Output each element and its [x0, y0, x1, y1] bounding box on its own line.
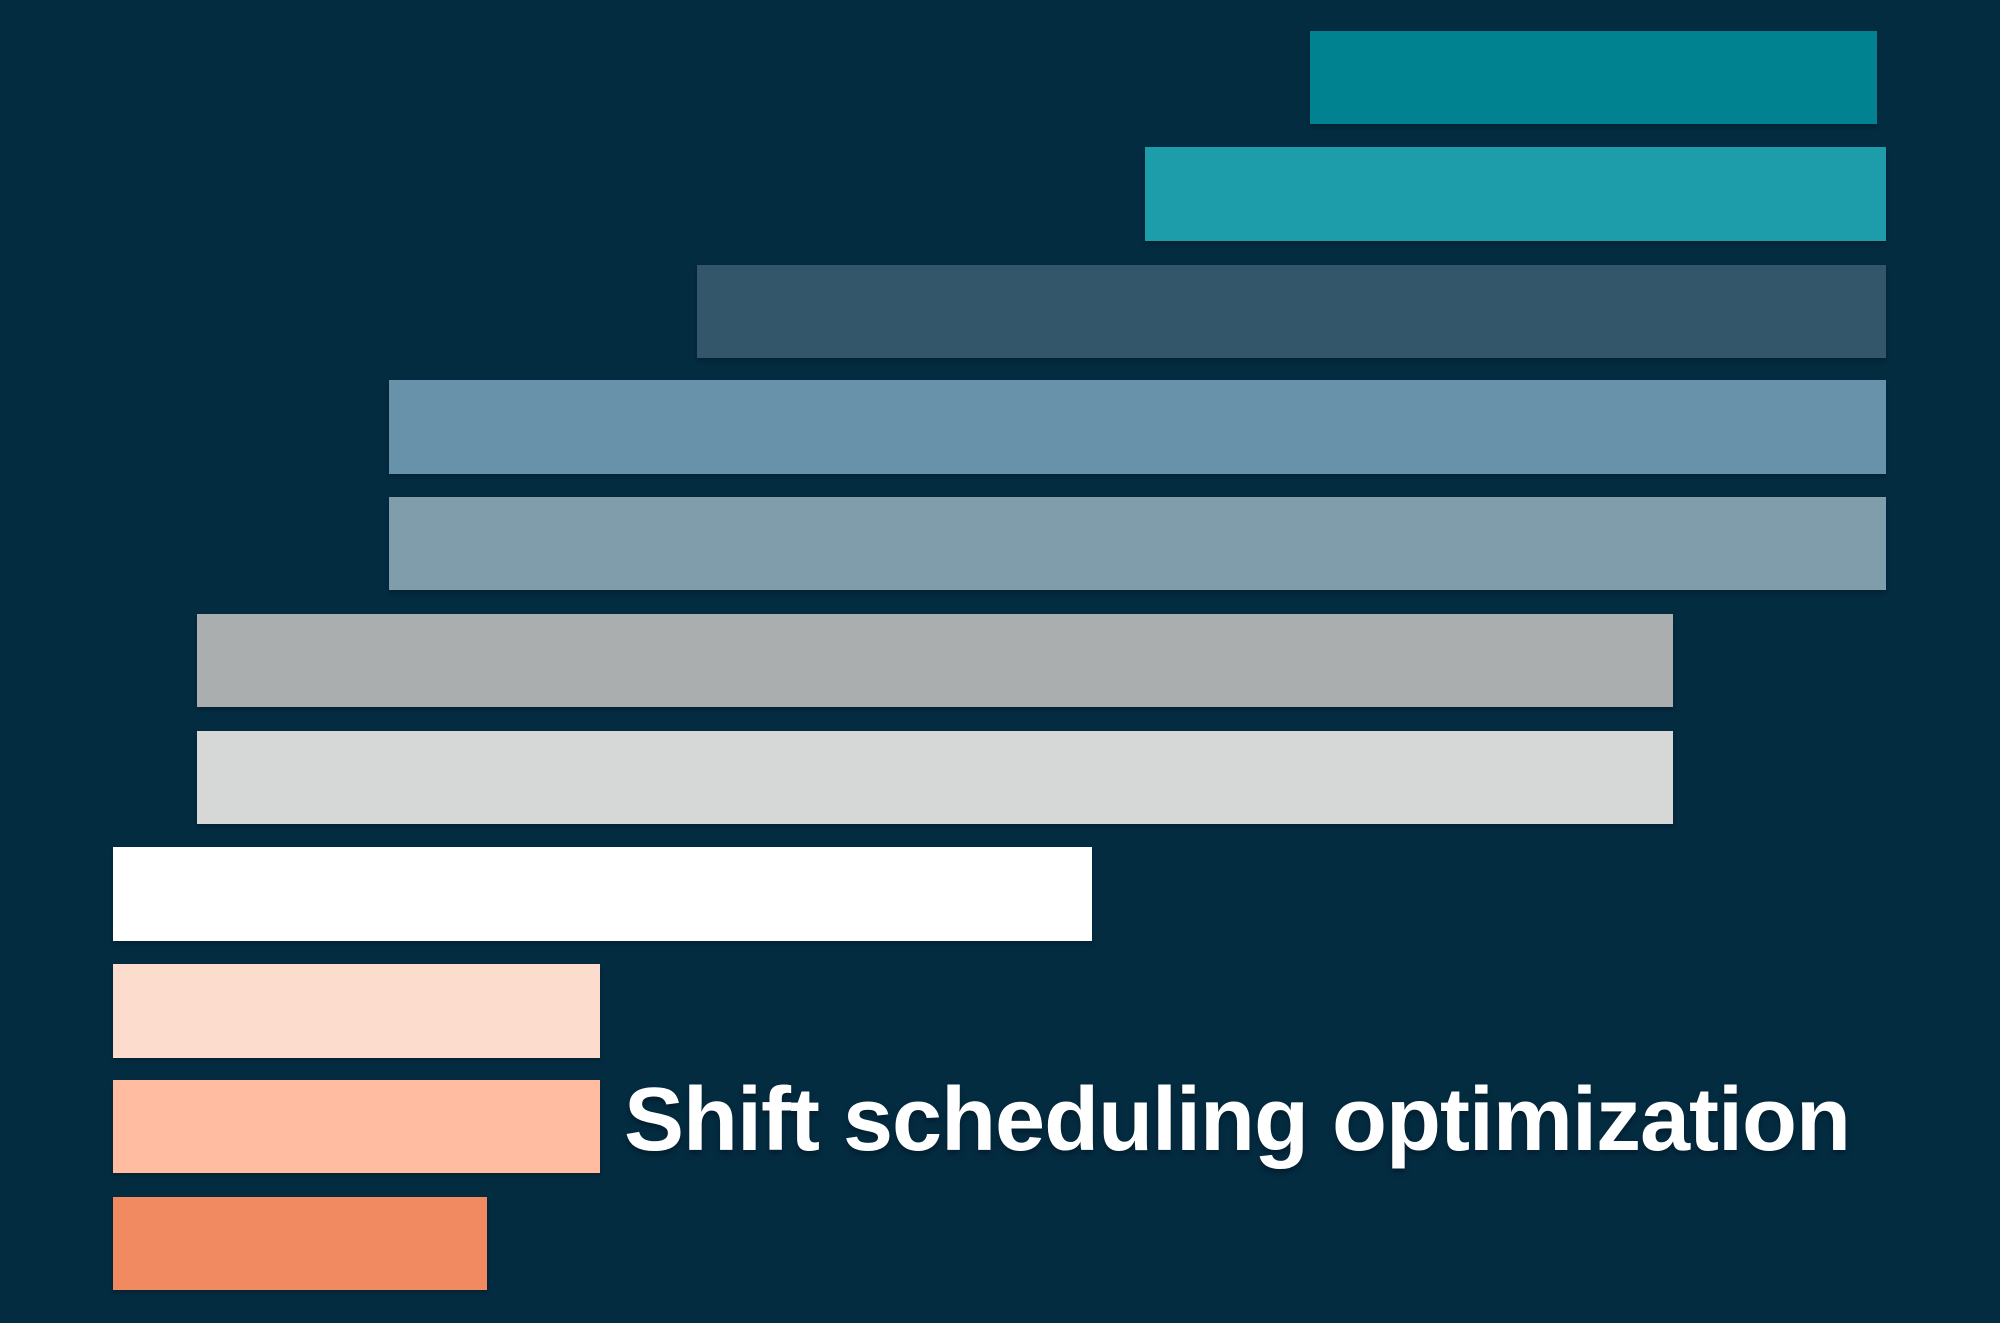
gantt-bar-row-6	[197, 614, 1673, 707]
gantt-bar-row-4	[389, 380, 1886, 474]
gantt-bar-row-5	[389, 497, 1886, 590]
gantt-bar-row-10	[113, 1080, 600, 1173]
page-title: Shift scheduling optimization	[624, 1070, 1851, 1170]
gantt-bar-row-8	[113, 847, 1092, 941]
gantt-bar-row-9	[113, 964, 600, 1058]
gantt-bar-row-7	[197, 731, 1673, 824]
gantt-bar-row-11	[113, 1197, 487, 1290]
gantt-bar-row-1	[1310, 31, 1877, 124]
gantt-bar-row-3	[697, 265, 1886, 358]
gantt-bar-row-2	[1145, 147, 1886, 241]
